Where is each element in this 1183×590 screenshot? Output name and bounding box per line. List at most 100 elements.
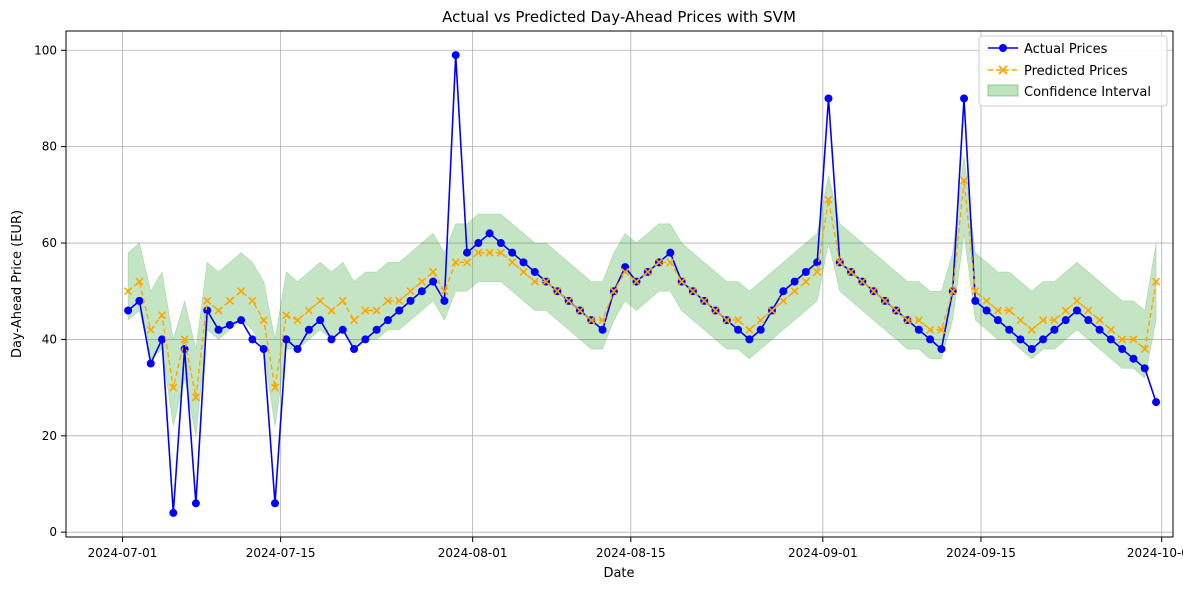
actual-point [361, 335, 370, 344]
predicted-point [553, 287, 562, 296]
predicted-point [756, 316, 765, 325]
actual-point [440, 296, 449, 305]
x-tick-label: 2024-08-15 [596, 546, 666, 560]
y-tick-label: 80 [42, 140, 57, 154]
predicted-point [191, 393, 200, 402]
predicted-point [700, 296, 709, 305]
actual-point [350, 345, 359, 354]
predicted-point [869, 287, 878, 296]
predicted-series [124, 176, 1161, 402]
predicted-point [587, 316, 596, 325]
predicted-point [462, 258, 472, 267]
predicted-point [429, 267, 438, 277]
legend-confidence-swatch [987, 84, 1019, 97]
actual-point [756, 325, 765, 334]
predicted-point [135, 277, 144, 286]
predicted-point [858, 277, 867, 286]
predicted-point [959, 176, 969, 185]
actual-point [1140, 364, 1149, 373]
predicted-point [146, 325, 155, 334]
predicted-point [801, 277, 810, 286]
y-tick-label: 0 [49, 525, 57, 539]
actual-point [225, 320, 234, 329]
predicted-point [609, 287, 618, 296]
actual-point [971, 296, 980, 305]
predicted-point [304, 306, 313, 315]
predicted-point [1050, 316, 1059, 325]
actual-point [429, 277, 438, 286]
actual-point [259, 345, 268, 354]
predicted-point [225, 296, 234, 305]
actual-point [270, 499, 279, 508]
predicted-point [508, 258, 517, 267]
y-tick-label: 60 [42, 236, 57, 250]
predicted-point [1118, 335, 1127, 344]
predicted-point [270, 383, 280, 392]
predicted-point [1140, 344, 1149, 354]
predicted-point [1084, 306, 1093, 315]
actual-point [395, 306, 404, 315]
predicted-point [621, 267, 630, 277]
predicted-point [282, 311, 291, 320]
legend-predicted-marker [998, 65, 1008, 75]
predicted-point [688, 287, 697, 296]
actual-point [135, 296, 144, 305]
predicted-point [203, 296, 212, 305]
actual-point [1084, 316, 1093, 325]
actual-point [1129, 354, 1138, 363]
predicted-point [124, 287, 133, 296]
actual-point [926, 335, 935, 344]
actual-point [146, 359, 155, 368]
y-axis-label: Day-Ahead Price (EUR) [10, 210, 25, 358]
actual-point [1016, 335, 1025, 344]
predicted-point [745, 325, 754, 334]
actual-point [914, 325, 923, 334]
legend-confidence-label: Confidence Interval [1024, 85, 1151, 100]
grid [66, 31, 1173, 537]
predicted-point [519, 267, 528, 277]
actual-point [1039, 335, 1048, 344]
y-tick-label: 100 [34, 43, 57, 57]
predicted-point [892, 306, 901, 315]
actual-point [406, 296, 415, 305]
predicted-point [734, 316, 743, 325]
predicted-point [406, 287, 415, 296]
predicted-point [259, 316, 268, 325]
x-tick-label: 2024-10-01 [1127, 546, 1183, 560]
predicted-point [993, 306, 1002, 315]
predicted-point [485, 248, 494, 257]
actual-point [982, 306, 991, 315]
actual-point [790, 277, 799, 286]
actual-point [801, 267, 810, 276]
actual-point [519, 258, 528, 267]
actual-point [779, 287, 788, 296]
x-axis-label: Date [603, 566, 634, 581]
x-tick-label: 2024-07-01 [88, 546, 158, 560]
actual-point [1061, 316, 1070, 325]
x-tick-label: 2024-07-15 [246, 546, 316, 560]
predicted-point [779, 296, 788, 305]
predicted-point [1095, 316, 1104, 325]
predicted-point [180, 335, 189, 344]
actual-point [1005, 325, 1014, 334]
actual-point [1118, 345, 1127, 354]
predicted-point [395, 296, 404, 305]
predicted-point [847, 267, 856, 277]
predicted-point [417, 277, 426, 286]
predicted-point [237, 287, 246, 296]
predicted-point [824, 195, 833, 204]
predicted-point [372, 306, 381, 315]
actual-point [327, 335, 336, 344]
predicted-point [914, 316, 923, 325]
predicted-point [971, 287, 980, 296]
predicted-point [248, 296, 257, 305]
predicted-point [1129, 335, 1138, 344]
actual-point [417, 287, 426, 296]
predicted-point [542, 277, 551, 286]
predicted-point [1061, 306, 1070, 315]
legend-predicted-label: Predicted Prices [1024, 64, 1128, 79]
predicted-point [643, 267, 652, 277]
actual-point [598, 325, 607, 334]
x-tick-label: 2024-09-15 [946, 546, 1016, 560]
